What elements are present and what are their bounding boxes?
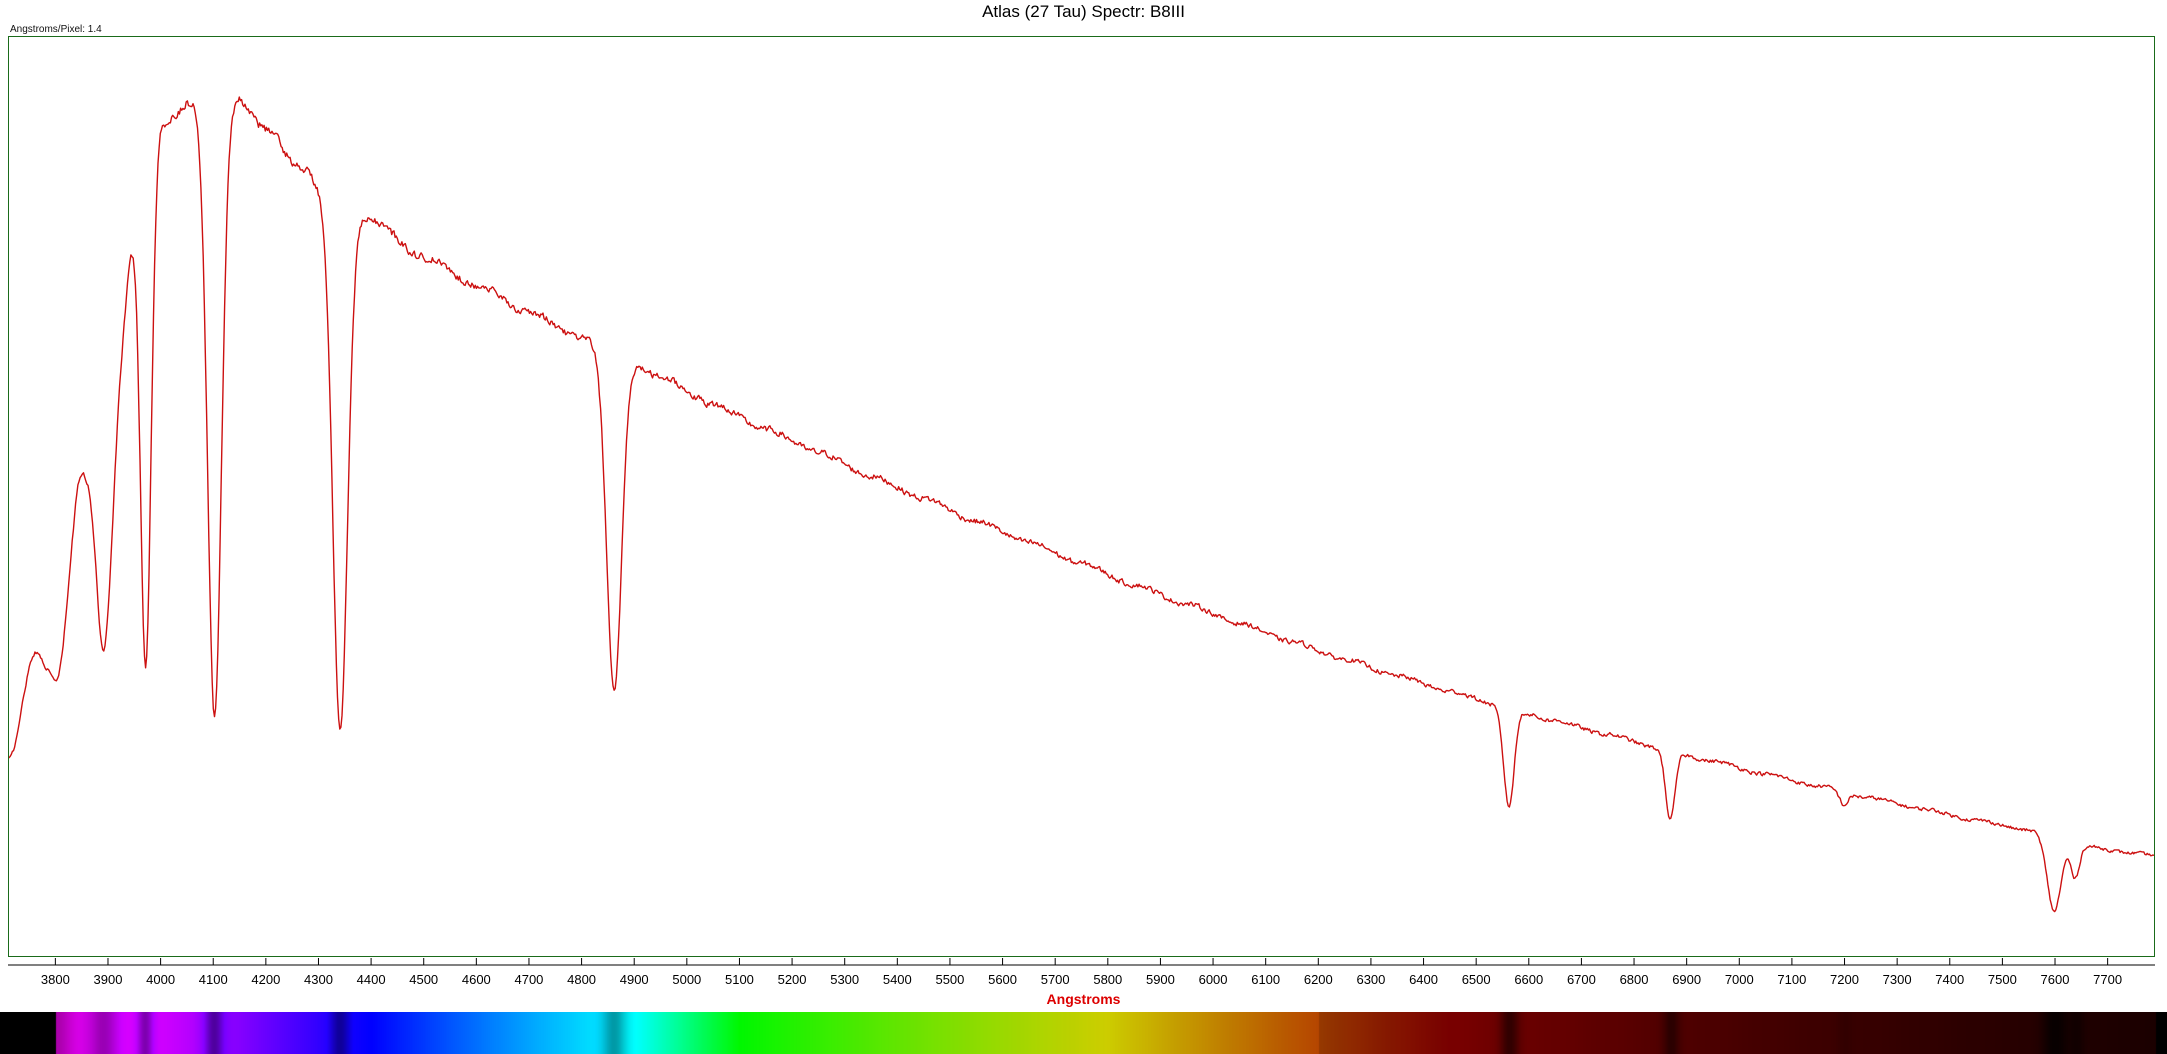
x-tick-label: 7300 xyxy=(1882,972,1912,987)
x-tick-label: 7500 xyxy=(1987,972,2017,987)
x-tick-label: 4100 xyxy=(198,972,228,987)
spectrum-trace-svg xyxy=(9,96,2154,913)
x-tick-label: 6200 xyxy=(1303,972,1333,987)
x-tick-label: 7000 xyxy=(1724,972,1754,987)
x-tick-label: 5800 xyxy=(1093,972,1123,987)
x-tick-label: 5400 xyxy=(882,972,912,987)
color-spectrum-strip xyxy=(0,1012,2167,1054)
x-tick-label: 6600 xyxy=(1514,972,1544,987)
x-tick-label: 6400 xyxy=(1409,972,1438,987)
window-title: Atlas (27 Tau) Spectr: B8III xyxy=(982,2,1185,21)
x-tick-label: 3800 xyxy=(40,972,70,987)
x-tick-label: 4700 xyxy=(514,972,544,987)
x-tick-label: 4800 xyxy=(567,972,597,987)
plot-frame xyxy=(8,36,2155,957)
x-tick-label: 6100 xyxy=(1251,972,1281,987)
x-tick-label: 5700 xyxy=(1040,972,1070,987)
x-tick-label: 4500 xyxy=(409,972,439,987)
x-tick-label: 4900 xyxy=(619,972,649,987)
x-tick-label: 4000 xyxy=(146,972,176,987)
x-tick-label: 6900 xyxy=(1672,972,1702,987)
x-axis: Angstroms 3800 3900 4000 4100 4200 4300 4400 45… xyxy=(0,958,2167,1010)
x-tick-label: 3900 xyxy=(93,972,123,987)
angstroms-per-pixel-label: Angstroms/Pixel: 1.4 xyxy=(10,24,102,35)
x-tick-label: 5500 xyxy=(935,972,965,987)
x-tick-label: 7700 xyxy=(2093,972,2123,987)
spectrum-trace xyxy=(9,96,2154,913)
x-axis-title: Angstroms xyxy=(1046,991,1121,1007)
x-tick-label: 5100 xyxy=(724,972,754,987)
x-tick-label: 6300 xyxy=(1356,972,1386,987)
x-tick-label: 4400 xyxy=(356,972,386,987)
x-tick-label: 4200 xyxy=(251,972,281,987)
x-tick-label: 5000 xyxy=(672,972,702,987)
x-tick-label: 7200 xyxy=(1830,972,1859,987)
x-tick-label: 7400 xyxy=(1935,972,1965,987)
x-tick-label: 4300 xyxy=(304,972,333,987)
x-tick-label: 5300 xyxy=(830,972,860,987)
x-tick-label: 4600 xyxy=(461,972,491,987)
color-spectrum-canvas xyxy=(0,1012,2167,1054)
x-axis-ticks xyxy=(8,958,2155,966)
x-tick-label: 5900 xyxy=(1145,972,1175,987)
x-tick-label: 6800 xyxy=(1619,972,1649,987)
x-tick-label: 5200 xyxy=(777,972,807,987)
x-tick-label: 6000 xyxy=(1198,972,1228,987)
x-tick-label: 6700 xyxy=(1566,972,1596,987)
x-tick-label: 7600 xyxy=(2040,972,2070,987)
x-tick-label: 5600 xyxy=(988,972,1018,987)
x-tick-label: 7100 xyxy=(1777,972,1807,987)
x-tick-label: 6500 xyxy=(1461,972,1491,987)
